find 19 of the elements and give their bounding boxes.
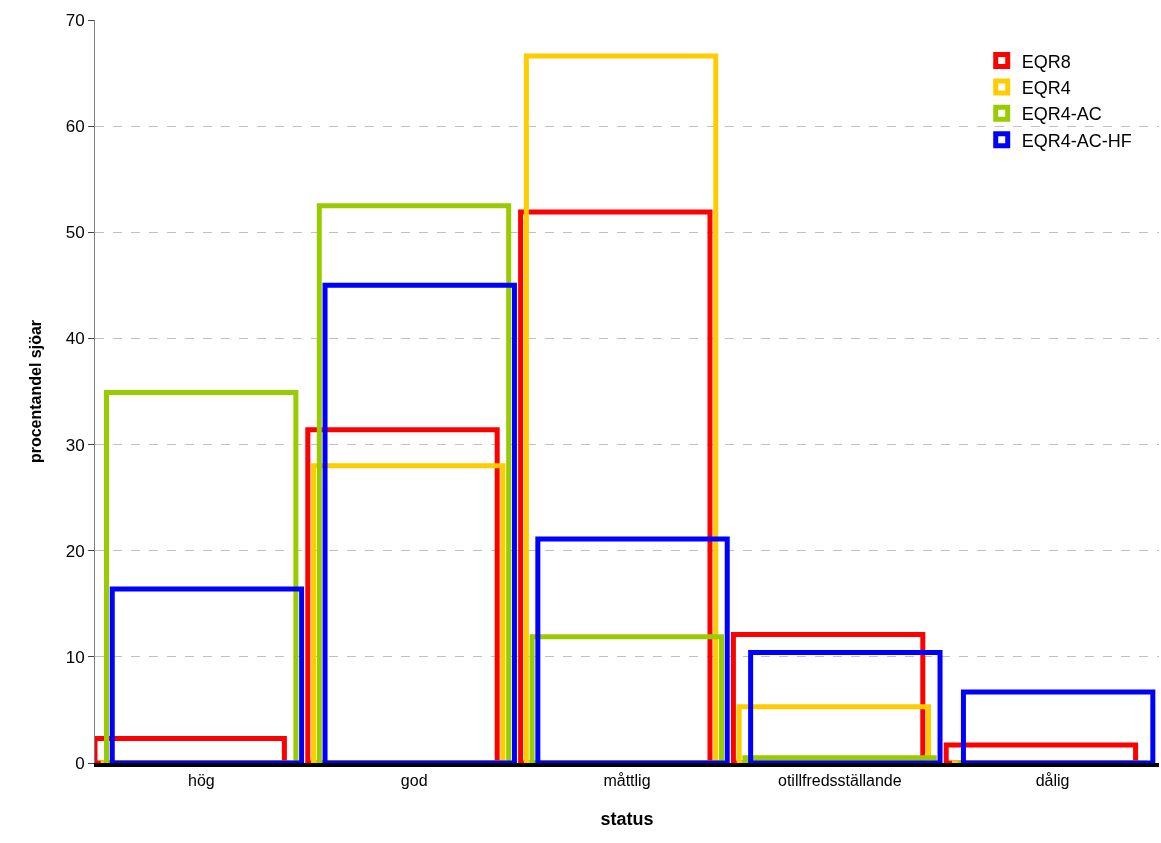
y-tick-label: 20	[65, 541, 85, 561]
x-tick-label: god	[400, 772, 428, 790]
y-tick-label: 50	[65, 223, 85, 243]
x-tick-label: måttlig	[603, 772, 651, 790]
legend-label: EQR4-AC	[1021, 104, 1102, 125]
y-tick-label: 60	[65, 117, 85, 137]
y-tick-label: 0	[75, 753, 85, 773]
y-tick-label: 30	[65, 435, 85, 455]
legend-label: EQR4-AC-HF	[1021, 130, 1132, 151]
y-tick-label: 70	[65, 10, 85, 30]
x-axis-title: status	[600, 808, 654, 829]
legend-label: EQR4	[1021, 77, 1071, 98]
x-tick-label: dålig	[1035, 772, 1070, 790]
x-tick-label: otillfredsställande	[777, 772, 902, 790]
y-tick-label: 10	[65, 647, 85, 667]
legend-label: EQR8	[1021, 51, 1071, 72]
y-tick-label: 40	[65, 329, 85, 349]
x-tick-label: hög	[188, 772, 215, 790]
y-axis-title: procentandel sjöar	[26, 319, 44, 464]
